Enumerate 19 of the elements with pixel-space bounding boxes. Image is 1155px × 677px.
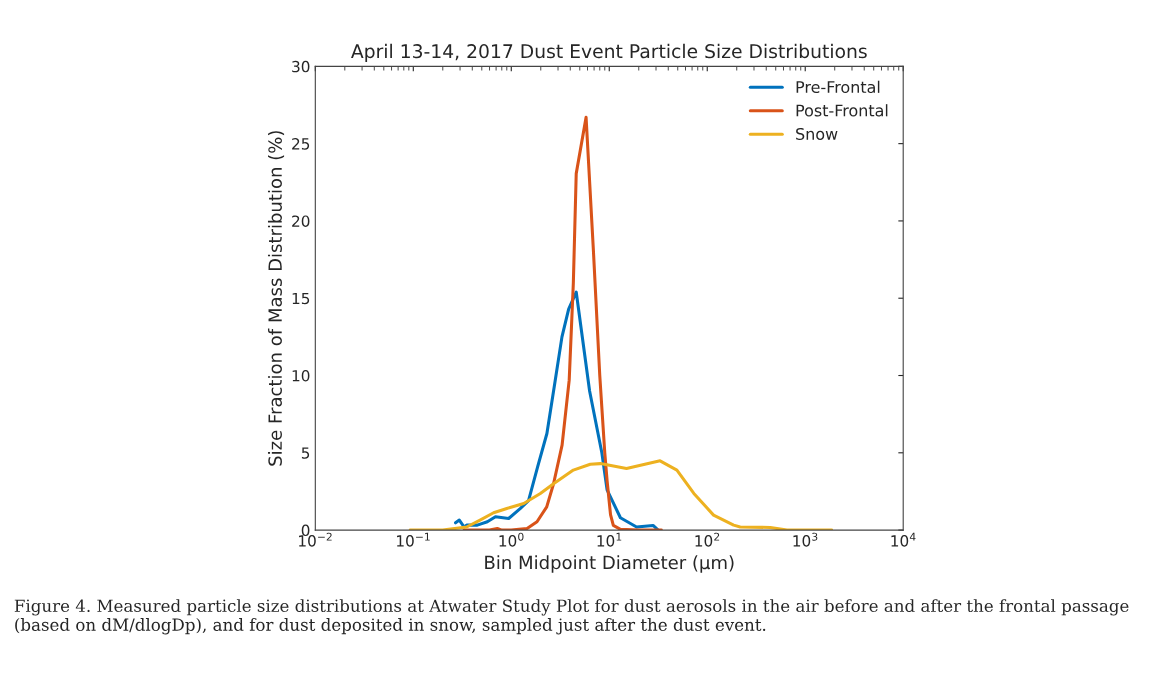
caption: Figure 4. Measured particle size distributions at Atwater Study Plot for dust aerosols in the air before and after the frontal passage (based on dM/dlogDp), and for dust deposited in snow, sampled just after the dust event. (14, 599, 1129, 635)
x-tick-label: 10$^{−1}$ (397, 532, 430, 547)
x-tick-label: 10$^{4}$ (891, 532, 916, 547)
x-tick-label: 10$^{2}$ (695, 532, 720, 547)
y-tick-label: 5 (301, 447, 310, 459)
legend-label: Snow (796, 127, 838, 140)
y-tick-label: 30 (292, 60, 310, 73)
y-axis-title: Size Fraction of Mass Distribution (%) (267, 131, 285, 466)
y-tick-label: 20 (292, 215, 310, 227)
y-tick-label: 15 (292, 292, 310, 305)
x-tick-label: 10$^{3}$ (793, 532, 818, 547)
chart-title: April 13-14, 2017 Dust Event Particle Size Distributions (351, 43, 867, 62)
legend-label: Pre-Frontal (796, 80, 880, 94)
legend-label: Post-Frontal (796, 104, 888, 117)
x-axis-title: Bin Midpoint Diameter (µm) (485, 555, 734, 573)
x-tick-label: 10$^{1}$ (597, 532, 622, 547)
y-tick-label: 25 (292, 138, 310, 150)
x-tick-label: 10$^{0}$ (499, 532, 524, 547)
y-tick-label: 10 (292, 369, 310, 382)
